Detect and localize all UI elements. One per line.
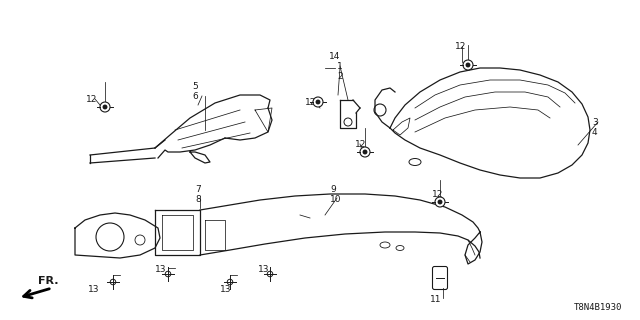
Text: 5: 5 [192, 82, 198, 91]
Text: 12: 12 [355, 140, 366, 149]
Text: 14: 14 [329, 52, 340, 61]
Text: FR.: FR. [38, 276, 58, 286]
Circle shape [316, 100, 320, 104]
Circle shape [360, 147, 370, 157]
Text: 4: 4 [592, 128, 598, 137]
Text: 3: 3 [592, 118, 598, 127]
Circle shape [100, 102, 110, 112]
Text: 7: 7 [195, 185, 201, 194]
Circle shape [364, 150, 367, 154]
Circle shape [103, 105, 107, 109]
Text: 12: 12 [86, 95, 97, 104]
Text: 2: 2 [337, 72, 342, 81]
Circle shape [438, 200, 442, 204]
Text: 1: 1 [337, 62, 343, 71]
Text: 11: 11 [430, 295, 442, 304]
Circle shape [467, 63, 470, 67]
Text: T8N4B1930: T8N4B1930 [573, 303, 622, 312]
Circle shape [435, 197, 445, 207]
Text: 13: 13 [258, 265, 269, 274]
Text: 8: 8 [195, 195, 201, 204]
Text: 12: 12 [432, 190, 444, 199]
Circle shape [313, 97, 323, 107]
Circle shape [463, 60, 473, 70]
Text: 13: 13 [88, 285, 99, 294]
Text: 13: 13 [155, 265, 166, 274]
Text: 6: 6 [192, 92, 198, 101]
Text: 12: 12 [305, 98, 316, 107]
Text: 9: 9 [330, 185, 336, 194]
Text: 12: 12 [455, 42, 467, 51]
Text: 10: 10 [330, 195, 342, 204]
Text: 13: 13 [220, 285, 232, 294]
